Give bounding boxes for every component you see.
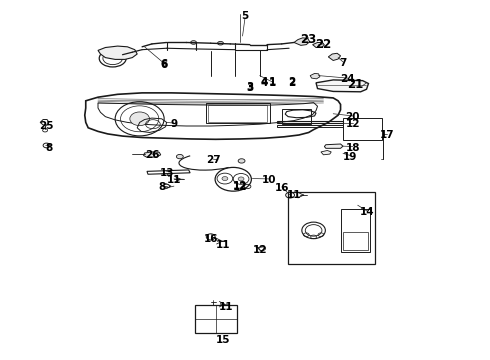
Text: 26: 26 [145, 150, 159, 160]
Ellipse shape [176, 154, 183, 159]
Text: 22: 22 [315, 39, 332, 51]
Text: 1: 1 [269, 77, 275, 87]
Bar [206, 103, 270, 123]
Text: 11: 11 [219, 302, 234, 312]
Polygon shape [321, 150, 331, 155]
Text: 6: 6 [161, 59, 168, 69]
Polygon shape [98, 46, 137, 59]
Text: 20: 20 [345, 112, 360, 122]
Text: 12: 12 [345, 119, 360, 129]
Text: 12: 12 [252, 245, 267, 255]
Bar [341, 209, 370, 252]
Polygon shape [313, 42, 324, 48]
Bar [288, 192, 375, 264]
Text: 11: 11 [216, 240, 230, 250]
Polygon shape [316, 80, 368, 92]
Text: 25: 25 [39, 121, 54, 131]
Ellipse shape [218, 41, 223, 45]
Text: 4: 4 [261, 77, 269, 87]
Text: 9: 9 [171, 119, 177, 129]
Text: 11: 11 [167, 175, 181, 185]
Text: 3: 3 [246, 83, 253, 93]
Bar [343, 232, 368, 250]
Text: 15: 15 [216, 335, 230, 345]
Polygon shape [310, 73, 320, 79]
Bar [208, 105, 267, 122]
Ellipse shape [130, 112, 149, 126]
Text: 2: 2 [288, 78, 295, 88]
Bar [282, 109, 311, 124]
Text: 6: 6 [161, 60, 168, 70]
Text: 12: 12 [233, 182, 247, 192]
Text: 1: 1 [269, 78, 275, 88]
Text: 23: 23 [300, 33, 317, 46]
Text: 5: 5 [242, 11, 248, 21]
Text: 19: 19 [343, 152, 358, 162]
Text: 11: 11 [287, 190, 301, 200]
Text: 2: 2 [288, 77, 295, 87]
Text: 16: 16 [274, 183, 289, 193]
Polygon shape [328, 53, 341, 60]
Text: 10: 10 [262, 175, 277, 185]
Text: 7: 7 [339, 58, 347, 68]
Text: 24: 24 [341, 74, 355, 84]
Text: 8: 8 [46, 143, 52, 153]
Text: 16: 16 [203, 234, 218, 244]
Text: 17: 17 [380, 130, 394, 140]
Polygon shape [294, 38, 310, 45]
Ellipse shape [238, 159, 245, 163]
Text: 14: 14 [360, 207, 375, 217]
Polygon shape [144, 152, 161, 157]
Text: 4: 4 [261, 78, 269, 88]
Bar [343, 118, 382, 140]
Text: 12: 12 [233, 181, 247, 191]
Text: 27: 27 [206, 155, 220, 165]
Text: 8: 8 [158, 182, 165, 192]
Ellipse shape [238, 177, 244, 181]
Polygon shape [324, 144, 343, 148]
Text: 18: 18 [345, 143, 360, 153]
Text: 21: 21 [347, 78, 364, 91]
Text: 13: 13 [159, 168, 174, 178]
Text: 3: 3 [246, 82, 253, 92]
Ellipse shape [222, 177, 228, 180]
Ellipse shape [191, 41, 196, 44]
Bar [195, 305, 237, 333]
